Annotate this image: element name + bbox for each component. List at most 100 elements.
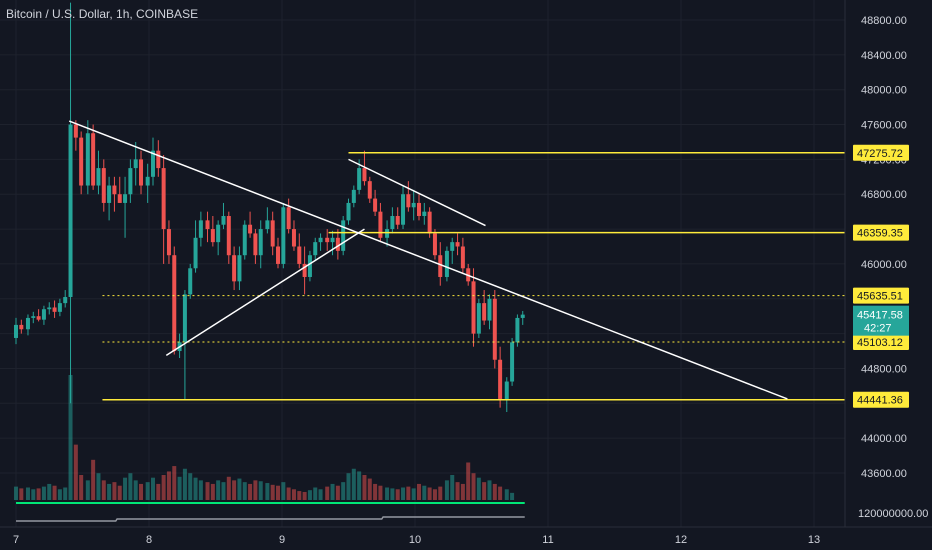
candle-body <box>276 246 281 264</box>
candle-body <box>411 202 416 208</box>
volume-bar <box>237 478 242 500</box>
candle-body <box>68 124 73 298</box>
volume-series <box>14 375 515 500</box>
volume-bar <box>253 480 258 500</box>
volume-bar <box>226 476 231 500</box>
volume-bar <box>450 475 455 500</box>
candle-body <box>41 309 46 320</box>
candle-body <box>52 307 57 312</box>
volume-bar <box>487 480 492 500</box>
candle-body <box>36 316 41 320</box>
candle-body <box>79 137 84 186</box>
candle-body <box>63 297 68 304</box>
volume-bar <box>107 483 112 500</box>
volume-bar <box>232 480 237 500</box>
candle-body <box>57 303 62 312</box>
volume-bar <box>25 487 30 500</box>
last-price-label: 45417.58 <box>857 310 903 322</box>
y-tick-label: 48800.00 <box>861 15 907 27</box>
candle-body <box>510 342 515 382</box>
volume-bar <box>128 473 133 500</box>
candle-body <box>335 237 340 251</box>
candle-body <box>438 255 443 277</box>
candle-body <box>401 194 406 225</box>
candle-body <box>341 220 346 251</box>
candle-body <box>193 237 198 269</box>
x-tick-label: 11 <box>542 534 553 546</box>
volume-bar <box>341 482 346 500</box>
volume-bar <box>302 491 307 500</box>
level-tag <box>853 391 909 408</box>
volume-bar <box>438 486 443 500</box>
volume-bar <box>297 491 302 500</box>
x-tick-label: 12 <box>675 534 687 546</box>
volume-bar <box>117 485 122 500</box>
candle-body <box>515 317 520 343</box>
volume-bar <box>96 473 101 500</box>
volume-bar <box>510 492 515 500</box>
candle-body <box>139 159 144 186</box>
volume-bar <box>145 482 150 500</box>
trendline <box>68 120 788 400</box>
candle-body <box>487 298 492 321</box>
y-tick-label: 48400.00 <box>861 50 907 62</box>
candle-body <box>318 237 323 243</box>
candle-body <box>357 168 362 190</box>
chart-title: Bitcoin / U.S. Dollar, 1h, COINBASE <box>6 7 199 21</box>
candle-body <box>216 224 221 243</box>
candle-body <box>492 298 497 360</box>
level-tag-label: 45635.51 <box>857 291 903 303</box>
volume-bar <box>427 487 432 500</box>
candle-body <box>281 207 286 264</box>
candle-body <box>128 168 133 195</box>
secondary-ma-line <box>16 516 525 522</box>
candle-body <box>385 229 390 238</box>
volume-bar <box>395 489 400 500</box>
volume-bar <box>156 483 161 500</box>
volume-bar <box>91 459 96 500</box>
candle-body <box>226 216 231 256</box>
volume-bar <box>498 486 503 500</box>
candle-body <box>367 181 372 199</box>
volume-bar <box>258 481 263 500</box>
candle-body <box>432 233 437 256</box>
candle-body <box>96 168 101 186</box>
volume-bar <box>406 486 411 500</box>
candle-body <box>455 242 460 247</box>
candle-body <box>504 381 509 399</box>
candle-body <box>232 255 237 282</box>
candle-body <box>291 229 296 247</box>
candle-body <box>91 133 96 186</box>
volume-bar <box>139 483 144 500</box>
x-tick-label: 7 <box>13 534 19 546</box>
volume-bar <box>390 488 395 500</box>
volume-bar <box>318 489 323 500</box>
level-tag <box>853 334 909 351</box>
volume-bar <box>373 483 378 500</box>
volume-bar <box>210 483 215 500</box>
candle-body <box>422 211 427 217</box>
volume-bar <box>31 489 36 500</box>
volume-bar <box>182 468 187 500</box>
candle-body <box>172 255 177 352</box>
volume-bar <box>351 468 356 500</box>
x-tick-label: 8 <box>146 534 152 546</box>
candle-body <box>351 189 356 203</box>
y-tick-label: 44000.00 <box>861 433 907 445</box>
volume-bar <box>270 484 275 500</box>
volume-bar <box>198 480 203 500</box>
candle-body <box>460 246 465 269</box>
volume-bar <box>476 477 481 500</box>
level-tag <box>853 224 909 241</box>
candle-body <box>107 185 112 203</box>
volume-bar <box>133 480 138 500</box>
volume-bar <box>85 480 90 500</box>
y-tick-label: 46000.00 <box>861 259 907 271</box>
candle-body <box>237 255 242 282</box>
volume-bar <box>177 476 182 500</box>
volume-bar <box>221 482 226 500</box>
candle-body <box>31 316 36 318</box>
candle-body <box>258 229 263 256</box>
volume-bar <box>444 480 449 500</box>
